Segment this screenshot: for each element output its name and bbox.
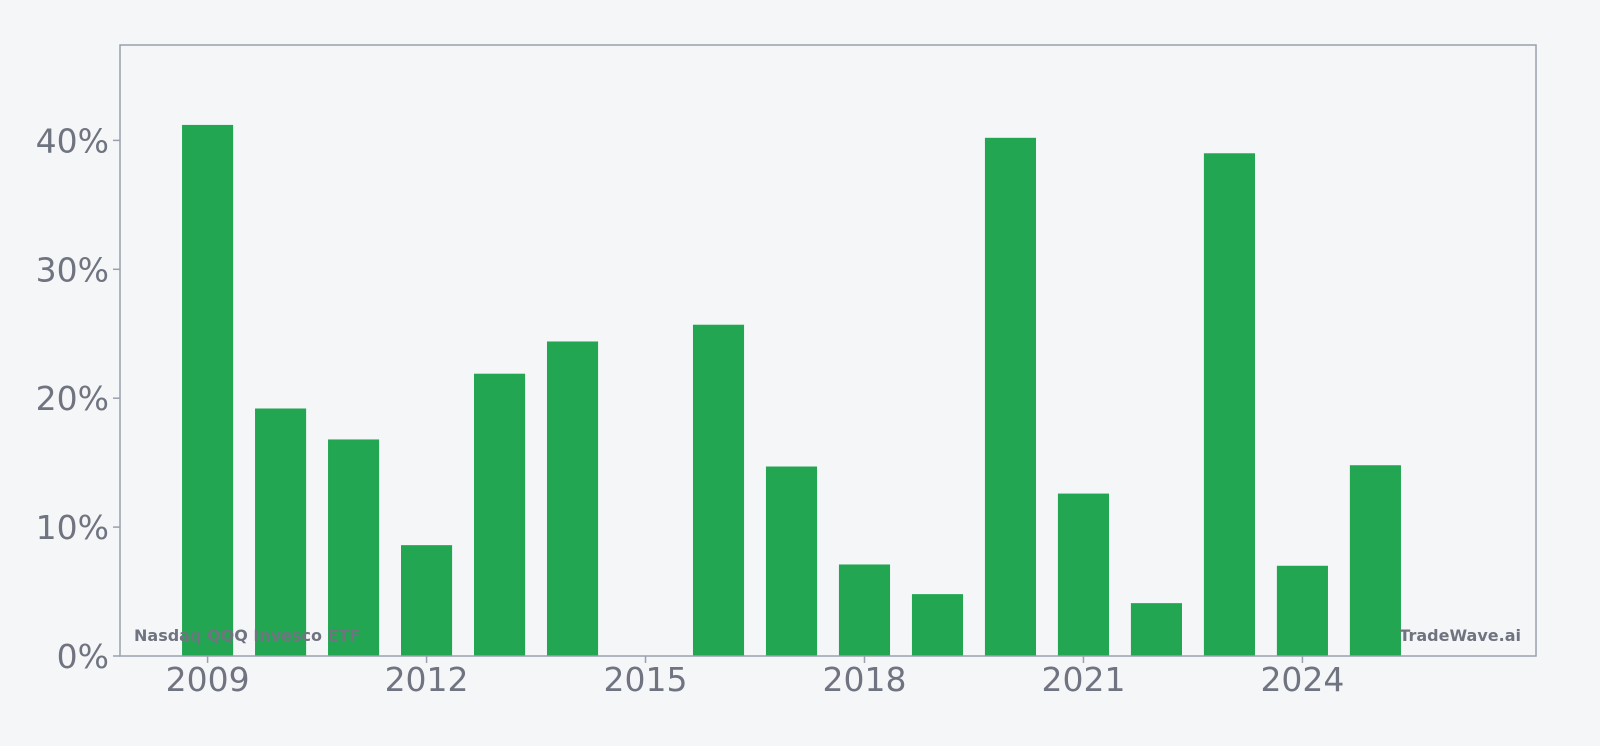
- bar-2024: [1276, 565, 1328, 656]
- bar-2022: [1130, 603, 1182, 656]
- y-tick-label: 10%: [36, 508, 109, 547]
- bar-2023: [1203, 153, 1255, 656]
- bar-2017: [765, 466, 818, 656]
- y-axis: 0% 10% 20% 30% 40%: [36, 121, 120, 676]
- bar-2020: [984, 137, 1037, 656]
- x-tick-label: 2012: [385, 660, 469, 699]
- x-tick-label: 2015: [604, 660, 688, 699]
- bar-2025: [1349, 465, 1401, 656]
- bar-2013: [474, 373, 526, 656]
- bar-2011: [328, 439, 380, 656]
- bar-2016: [692, 324, 745, 656]
- x-tick-label: 2018: [823, 660, 907, 699]
- bar-2012: [401, 545, 453, 656]
- y-tick-label: 0%: [57, 637, 109, 676]
- x-tick-label: 2009: [166, 660, 250, 699]
- bar-2009: [182, 124, 234, 657]
- y-tick-label: 20%: [36, 379, 109, 418]
- bar-2019: [911, 594, 964, 656]
- watermark-right: TradeWave.ai: [1399, 626, 1521, 645]
- bar-2018: [838, 564, 891, 656]
- bars-group: [182, 124, 1401, 657]
- x-tick-label: 2024: [1260, 660, 1344, 699]
- x-tick-label: 2021: [1041, 660, 1125, 699]
- y-tick-label: 40%: [36, 121, 109, 160]
- plot-frame: [119, 44, 1537, 657]
- y-tick-label: 30%: [36, 250, 109, 289]
- x-axis: 2009 2012 2015 2018 2021 2024: [166, 656, 1344, 699]
- watermark-left: Nasdaq QQQ Invesco ETF: [134, 626, 360, 645]
- bar-2010: [255, 408, 307, 656]
- bar-2014: [546, 341, 599, 656]
- bar-2021: [1057, 493, 1110, 656]
